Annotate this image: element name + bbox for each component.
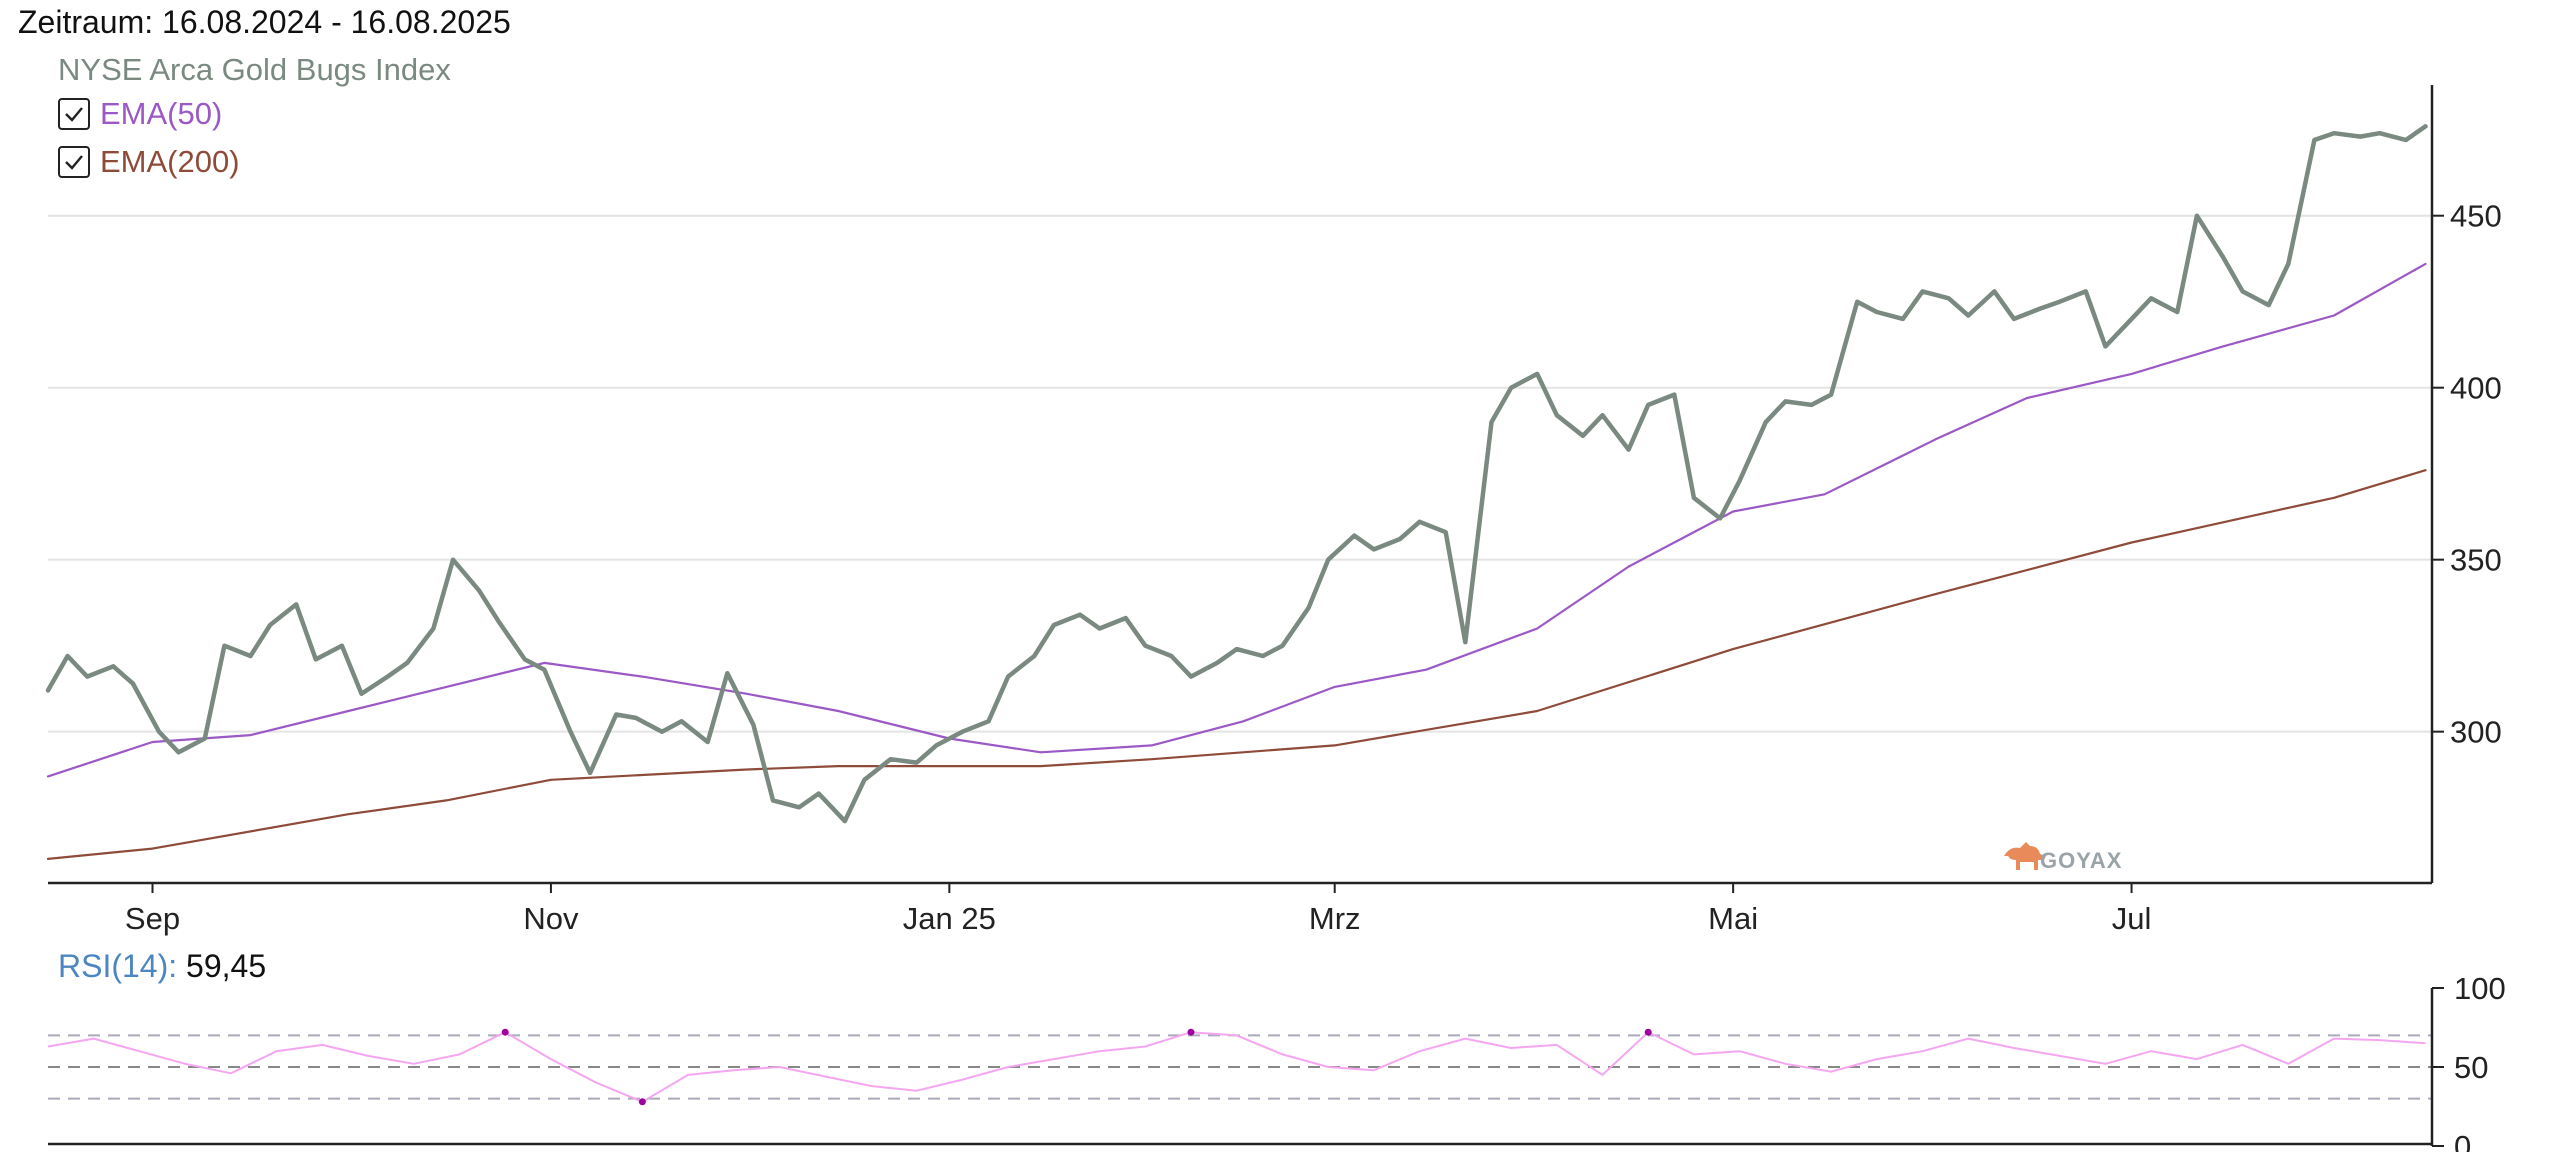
period-label: Zeitraum: 16.08.2024 - 16.08.2025 <box>18 4 511 40</box>
rsi-label: RSI(14) <box>58 948 169 984</box>
check-icon <box>65 155 83 170</box>
legend-index-name: NYSE Arca Gold Bugs Index <box>58 52 451 87</box>
x-tick-label: Mai <box>1708 901 1758 936</box>
rsi-extreme-point <box>1644 1028 1652 1036</box>
price-series-line <box>45 124 2428 824</box>
rsi-y-tick-label: 0 <box>2454 1129 2471 1152</box>
legend-item-ema50[interactable]: EMA(50) <box>58 96 222 132</box>
x-tick-label: Sep <box>125 901 180 936</box>
watermark-text: GOYAX <box>2040 848 2122 873</box>
x-tick-label: Jul <box>2112 901 2152 936</box>
rsi-extreme-point <box>501 1028 509 1036</box>
rsi-y-tick-label: 50 <box>2454 1050 2488 1085</box>
ema50-series-line <box>46 262 2427 778</box>
x-tick-label: Nov <box>523 901 579 936</box>
rsi-extreme-point <box>1187 1028 1195 1036</box>
rsi-y-tick-label: 100 <box>2454 971 2506 1006</box>
rsi-series-line <box>47 1031 2426 1103</box>
legend-item-ema200[interactable]: EMA(200) <box>58 144 240 180</box>
check-icon <box>65 107 83 122</box>
x-tick-label: Mrz <box>1309 901 1361 936</box>
rsi-extreme-point <box>638 1098 646 1106</box>
legend-ema50-label: EMA(50) <box>100 96 223 131</box>
x-tick-label: Jan 25 <box>903 901 996 936</box>
rsi-separator: : <box>168 948 178 984</box>
goyax-watermark: GOYAX <box>2004 842 2122 873</box>
rsi-value: 59,45 <box>186 948 267 984</box>
bull-logo-icon <box>2004 842 2046 870</box>
y-tick-label: 350 <box>2450 543 2502 578</box>
y-tick-label: 400 <box>2450 371 2502 406</box>
y-tick-label: 450 <box>2450 199 2502 234</box>
ema200-series-line <box>46 469 2427 860</box>
rsi-readout: RSI(14): 59,45 <box>58 948 266 985</box>
y-tick-label: 300 <box>2450 715 2502 750</box>
ema200-checkbox[interactable] <box>58 146 90 178</box>
ema50-checkbox[interactable] <box>58 98 90 130</box>
legend-ema200-label: EMA(200) <box>100 144 240 179</box>
